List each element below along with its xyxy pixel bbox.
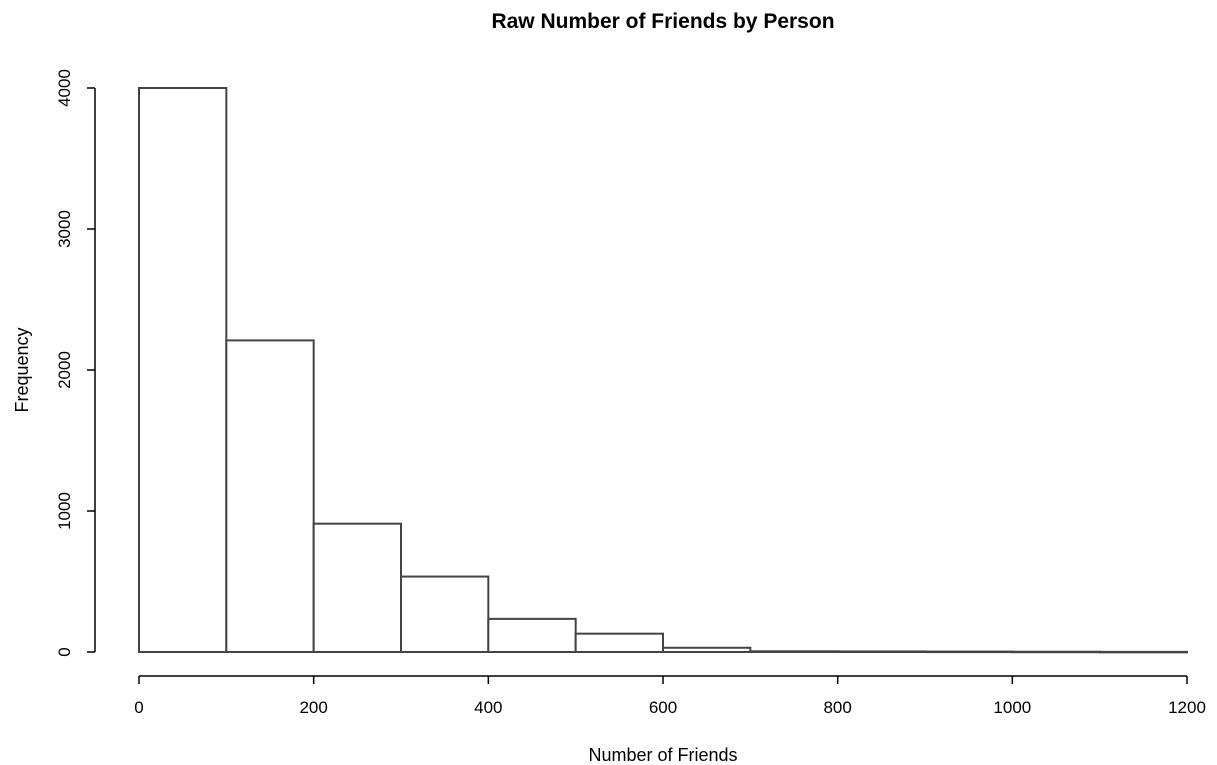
histogram-bar-9: [924, 650, 1014, 654]
x-tick-label-1: 200: [299, 698, 327, 717]
histogram-bar-10: [1011, 650, 1101, 654]
histogram-bar-11: [1098, 650, 1188, 654]
histogram-bar-4: [487, 617, 577, 653]
y-tick-label-3: 3000: [55, 210, 74, 248]
y-tick-label-0: 0: [55, 647, 74, 656]
x-tick-label-0: 0: [134, 698, 143, 717]
x-axis-label: Number of Friends: [588, 745, 737, 765]
x-tick-label-5: 1000: [993, 698, 1031, 717]
x-tick-label-2: 400: [474, 698, 502, 717]
x-tick-label-3: 600: [649, 698, 677, 717]
histogram-bar-6: [662, 646, 752, 654]
histogram-bar-8: [836, 650, 927, 653]
y-axis: 0 1000 2000 3000 4000: [55, 69, 96, 657]
y-tick-label-4: 4000: [55, 69, 74, 107]
chart-title: Raw Number of Friends by Person: [491, 10, 834, 33]
histogram-bar-3: [400, 575, 490, 653]
histogram-bar-7: [749, 650, 839, 653]
x-tick-label-6: 1200: [1168, 698, 1206, 717]
histogram-bar-5: [574, 632, 665, 653]
y-tick-label-2: 2000: [55, 351, 74, 389]
histogram-bar-0: [138, 87, 228, 653]
histogram-bar-1: [225, 339, 315, 653]
y-tick-label-1: 1000: [55, 492, 74, 530]
histogram-bar-2: [312, 522, 402, 653]
y-axis-label: Frequency: [12, 327, 32, 412]
x-tick-label-4: 800: [823, 698, 851, 717]
x-axis: 0 200 400 600 800 1000 1200: [134, 675, 1206, 717]
bars-group: [138, 87, 1188, 654]
